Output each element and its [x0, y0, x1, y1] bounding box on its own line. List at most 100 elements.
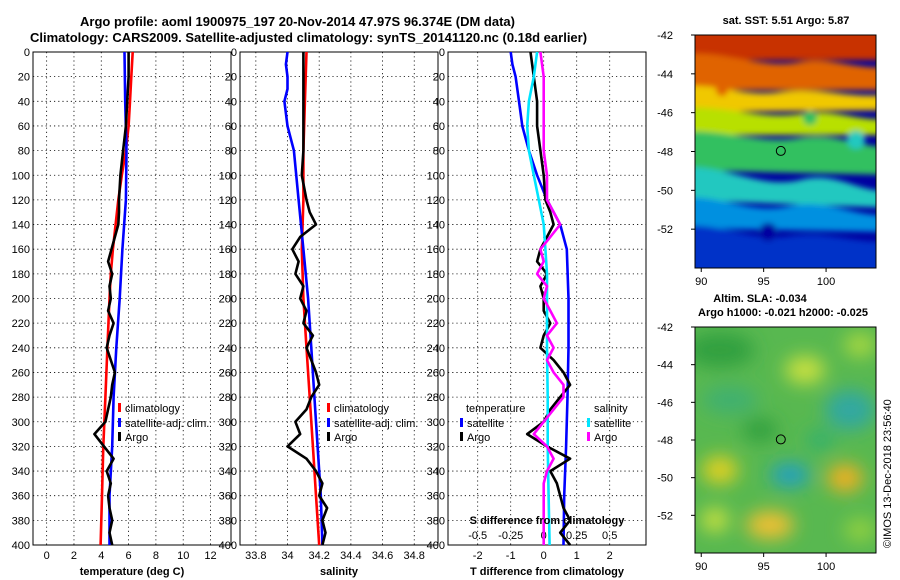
x-tick-label: 34.6	[372, 550, 393, 562]
depth-tick-label: 380	[12, 515, 30, 527]
legend-swatch-t-satellite	[460, 418, 463, 427]
temperature-axis-label: temperature (deg C)	[80, 566, 185, 578]
x-tick-label: 34.8	[404, 550, 425, 562]
x-tick-label: 33.8	[245, 550, 266, 562]
sla-map-tick-labels: -42 -44 -46 -48 -50 -52 90 95 100	[657, 322, 835, 573]
s-diff-tick-label: 0.5	[602, 530, 617, 542]
map-lat-tick-label: -44	[657, 69, 673, 81]
x-tick-label: 10	[177, 550, 189, 562]
depth-tick-label: 380	[427, 515, 445, 527]
figure-title-line1: Argo profile: aoml 1900975_197 20-Nov-20…	[80, 14, 515, 29]
depth-tick-label: 20	[433, 72, 445, 84]
legend-label-satellite-adj: satellite-adj. clim.	[125, 418, 209, 430]
map-lat-tick-label: -52	[657, 510, 673, 522]
depth-tick-label: 220	[12, 318, 30, 330]
series-line-Argo	[93, 52, 130, 546]
map-lat-tick-label: -50	[657, 185, 673, 197]
depth-tick-label: 200	[427, 294, 445, 306]
depth-tick-label: 100	[219, 170, 237, 182]
legend-label-t-argo: Argo	[467, 432, 490, 444]
depth-tick-labels: 0 20 40 60 80 100 120 140 160 180 200 220 240 260 280 3…	[12, 47, 445, 552]
x-tick-label: -1	[506, 550, 516, 562]
depth-tick-label: 120	[12, 195, 30, 207]
depth-tick-label: 60	[225, 121, 237, 133]
depth-tick-label: 20	[225, 72, 237, 84]
s-diff-tick-label: -0.25	[498, 530, 523, 542]
depth-tick-label: 140	[219, 220, 237, 232]
x-tick-label: 4	[98, 550, 104, 562]
depth-tick-label: 100	[427, 170, 445, 182]
sla-map-title: Altim. SLA: -0.034	[713, 293, 807, 305]
legend-heading-salinity: salinity	[594, 403, 628, 415]
series-line-salinity-satellite	[525, 51, 551, 546]
s-diff-tick-label: -0.5	[468, 530, 487, 542]
grid-lines	[33, 52, 646, 545]
legend-swatch-t-argo	[460, 432, 463, 441]
sla-heatmap	[695, 327, 876, 553]
depth-tick-label: 100	[12, 170, 30, 182]
depth-tick-label: 400	[219, 540, 237, 552]
argo-location-marker	[775, 434, 786, 445]
map-lat-tick-label: -48	[657, 435, 673, 447]
depth-tick-label: 40	[18, 96, 30, 108]
depth-tick-label: 180	[427, 269, 445, 281]
sla-map-subtitle: Argo h1000: -0.021 h2000: -0.025	[698, 307, 868, 319]
x-tick-label: 34.2	[308, 550, 329, 562]
depth-tick-label: 340	[12, 466, 30, 478]
legend-swatch-s-argo	[587, 432, 590, 441]
depth-tick-label: 260	[427, 367, 445, 379]
map-lat-tick-label: -46	[657, 397, 673, 409]
legend-swatch-argo	[327, 432, 330, 441]
temperature-legend: climatology satellite-adj. clim. Argo	[118, 403, 209, 444]
x-tick-label: 2	[71, 550, 77, 562]
x-tick-label: 1	[574, 550, 580, 562]
legend-swatch-climatology	[327, 403, 330, 412]
depth-tick-label: 180	[12, 269, 30, 281]
depth-tick-label: 140	[12, 220, 30, 232]
sst-map-tick-labels: -42 -44 -46 -48 -50 -52 90 95 100	[657, 30, 835, 288]
x-tick-label: 0	[44, 550, 50, 562]
x-tick-label: 34.4	[340, 550, 361, 562]
legend-swatch-climatology	[118, 403, 121, 412]
legend-heading-temperature: temperature	[466, 403, 525, 415]
depth-tick-label: 80	[433, 146, 445, 158]
depth-tick-label: 40	[433, 96, 445, 108]
depth-tick-label: 220	[427, 318, 445, 330]
depth-tick-label: 360	[12, 491, 30, 503]
depth-tick-label: 320	[427, 441, 445, 453]
x-tick-label: 12	[204, 550, 216, 562]
depth-tick-label: 260	[219, 367, 237, 379]
depth-tick-label: 280	[219, 392, 237, 404]
figure-title-line2: Climatology: CARS2009. Satellite-adjuste…	[30, 30, 587, 45]
legend-label-s-argo: Argo	[594, 432, 617, 444]
map-lon-tick-label: 100	[817, 276, 835, 288]
map-lat-tick-label: -42	[657, 322, 673, 334]
x-tick-label: 34	[281, 550, 293, 562]
depth-tick-label: 220	[219, 318, 237, 330]
depth-tick-label: 60	[18, 121, 30, 133]
series-line-salinity-Argo	[532, 51, 565, 545]
depth-tick-label: 160	[12, 244, 30, 256]
depth-tick-label: 180	[219, 269, 237, 281]
legend-label-argo: Argo	[334, 432, 357, 444]
x-tick-label: 0	[541, 550, 547, 562]
depth-tick-label: 260	[12, 367, 30, 379]
map-lat-tick-label: -48	[657, 147, 673, 159]
depth-tick-label: 0	[231, 47, 237, 59]
t-difference-axis-label: T difference from climatology	[470, 566, 625, 578]
difference-legend: temperature satellite Argo salinity sate…	[460, 403, 631, 444]
legend-label-climatology: climatology	[125, 403, 181, 415]
series-line-temperature-Argo	[525, 51, 572, 546]
x-tick-label: 2	[607, 550, 613, 562]
depth-tick-label: 200	[219, 294, 237, 306]
x-tick-label: 8	[153, 550, 159, 562]
argo-location-marker	[775, 145, 786, 156]
depth-tick-label: 240	[219, 343, 237, 355]
depth-tick-label: 120	[427, 195, 445, 207]
legend-label-argo: Argo	[125, 432, 148, 444]
depth-tick-label: 160	[219, 244, 237, 256]
series-line-temperature-satellite	[509, 51, 570, 546]
series-line-satellite-adj.-clim.	[283, 51, 324, 546]
depth-tick-label: 80	[18, 146, 30, 158]
